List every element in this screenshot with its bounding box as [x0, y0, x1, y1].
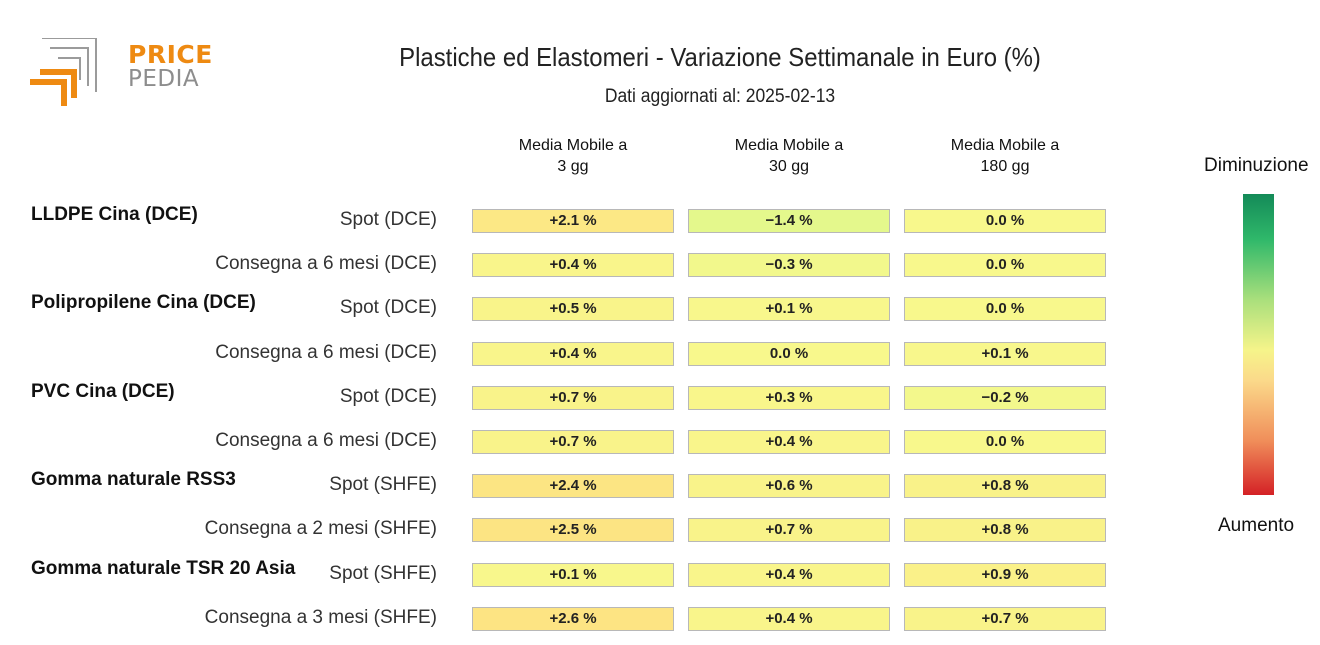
scale-bottom-label: Aumento — [1218, 515, 1295, 536]
group-label: Gomma naturale RSS3 — [31, 469, 236, 491]
heatmap-cell: +0.4 % — [688, 430, 890, 454]
heatmap-cell: +0.4 % — [472, 253, 674, 278]
heatmap-cell: +0.6 % — [688, 474, 890, 499]
row-label: Spot (DCE) — [339, 385, 437, 407]
row-label: Consegna a 6 mesi (DCE) — [215, 253, 437, 275]
heatmap-cell: +2.6 % — [472, 606, 674, 631]
heatmap-cell: +0.7 % — [904, 606, 1106, 631]
scale-top-label: Diminuzione — [1204, 155, 1309, 176]
heatmap-cell: 0.0 % — [904, 209, 1106, 233]
heatmap-cell: 0.0 % — [904, 253, 1106, 278]
heatmap-cell: +0.7 % — [472, 385, 674, 410]
group-label: Polipropilene Cina (DCE) — [31, 292, 256, 314]
heatmap-cell: −0.3 % — [688, 253, 890, 278]
logo-word-price: PRICE — [128, 40, 213, 69]
row-label: Spot (SHFE) — [329, 562, 437, 584]
heatmap-cell: 0.0 % — [688, 341, 890, 366]
heatmap-cell: −0.2 % — [904, 385, 1106, 410]
heatmap-cell: +0.1 % — [904, 341, 1106, 366]
heatmap-cell: +0.1 % — [688, 297, 890, 322]
chart-title: Plastiche ed Elastomeri - Variazione Set… — [399, 42, 1041, 72]
group-label: PVC Cina (DCE) — [31, 380, 175, 402]
chart-subtitle: Dati aggiornati al: 2025-02-13 — [604, 86, 836, 107]
heatmap-cell: +0.4 % — [688, 606, 890, 631]
row-label: Consegna a 3 mesi (SHFE) — [204, 606, 437, 628]
heatmap-cell: 0.0 % — [904, 430, 1106, 454]
column-header: Media Mobile a 30 gg — [734, 137, 844, 175]
logo-mark-icon — [30, 38, 97, 106]
row-label: Consegna a 6 mesi (DCE) — [215, 341, 437, 363]
row-label: Spot (SHFE) — [329, 474, 437, 496]
heatmap-cell: +0.1 % — [472, 562, 674, 587]
row-label: Spot (DCE) — [339, 297, 437, 319]
logo-word-pedia: PEDIA — [128, 66, 200, 92]
heatmap-cell: +2.5 % — [472, 518, 674, 543]
heatmap-cell: +2.4 % — [472, 474, 674, 499]
group-label: Gomma naturale TSR 20 Asia — [31, 557, 296, 579]
heatmap-cell: +0.3 % — [688, 385, 890, 410]
column-header: Media Mobile a 180 gg — [950, 137, 1060, 175]
color-scale-bar — [1243, 194, 1274, 495]
heatmap-cell: +0.8 % — [904, 518, 1106, 543]
heatmap-cell: +0.5 % — [472, 297, 674, 322]
heatmap-cell: +0.4 % — [472, 341, 674, 366]
row-label: Consegna a 6 mesi (DCE) — [215, 430, 437, 451]
row-label: Consegna a 2 mesi (SHFE) — [204, 518, 437, 540]
heatmap-cell: +0.7 % — [688, 518, 890, 543]
pricepedia-logo: PRICE PEDIA — [30, 38, 212, 110]
heatmap-cell: +0.7 % — [472, 430, 674, 454]
row-label: Spot (DCE) — [339, 209, 437, 230]
heatmap-cell: +0.8 % — [904, 474, 1106, 499]
heatmap-cell: −1.4 % — [688, 209, 890, 233]
heatmap-cell: +0.9 % — [904, 562, 1106, 587]
group-label: LLDPE Cina (DCE) — [31, 204, 198, 225]
heatmap-cell: 0.0 % — [904, 297, 1106, 322]
heatmap-cell: +2.1 % — [472, 209, 674, 233]
heatmap-cell: +0.4 % — [688, 562, 890, 587]
